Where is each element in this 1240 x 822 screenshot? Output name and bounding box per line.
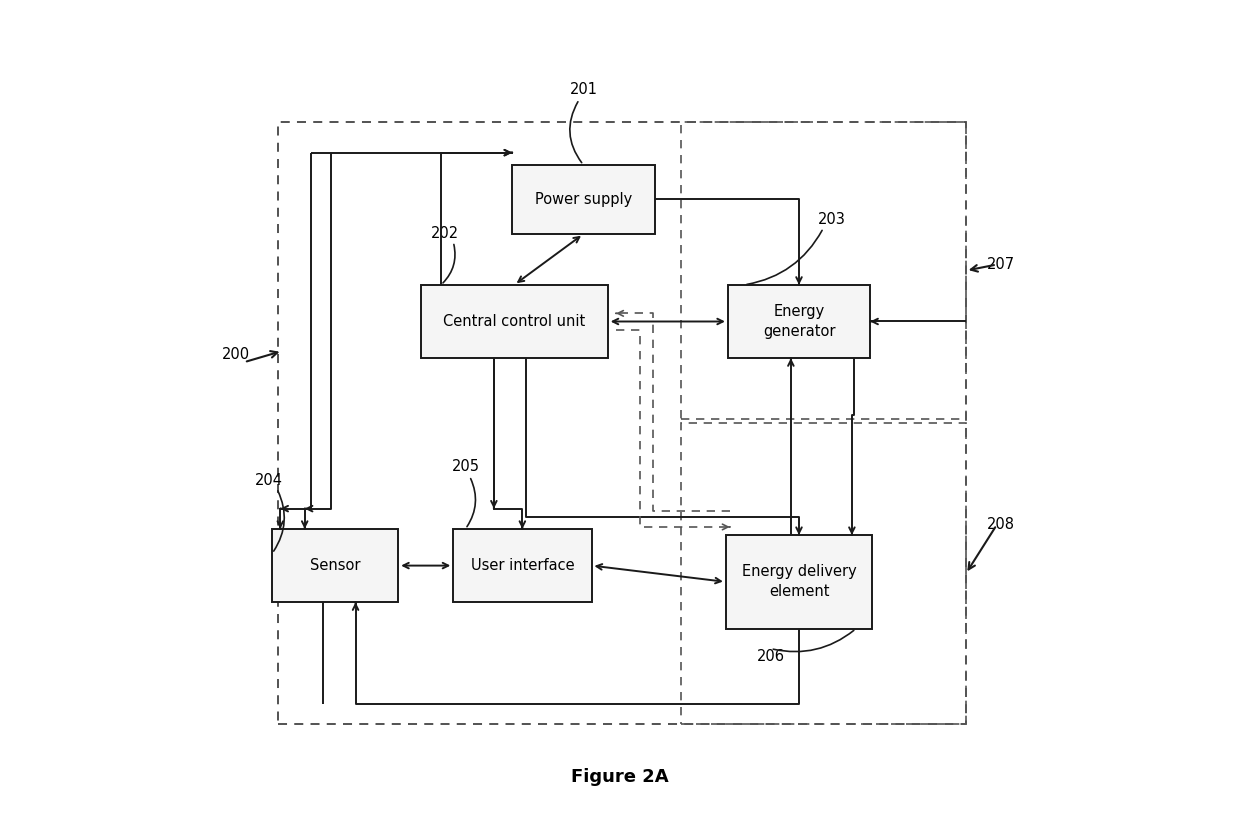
Bar — [681, 122, 966, 419]
Text: Figure 2A: Figure 2A — [572, 768, 668, 786]
Text: 206: 206 — [756, 649, 785, 664]
Text: Sensor: Sensor — [310, 558, 361, 573]
Bar — [728, 285, 870, 358]
Text: Central control unit: Central control unit — [443, 314, 585, 329]
Bar — [681, 423, 966, 724]
Text: Power supply: Power supply — [534, 192, 632, 207]
Text: User interface: User interface — [470, 558, 574, 573]
Text: Energy
generator: Energy generator — [763, 304, 836, 339]
Text: 202: 202 — [432, 226, 459, 241]
Text: 208: 208 — [987, 517, 1014, 533]
Bar — [420, 285, 608, 358]
Text: 200: 200 — [222, 347, 250, 362]
Bar — [453, 529, 591, 603]
Text: 204: 204 — [254, 473, 283, 487]
Text: Energy delivery
element: Energy delivery element — [742, 565, 857, 599]
Bar — [278, 122, 966, 724]
Bar — [272, 529, 398, 603]
Text: 203: 203 — [817, 212, 846, 228]
Text: 207: 207 — [987, 257, 1014, 272]
Text: 205: 205 — [451, 459, 480, 473]
Bar — [512, 165, 655, 234]
Bar — [725, 535, 872, 629]
Text: 201: 201 — [569, 82, 598, 97]
